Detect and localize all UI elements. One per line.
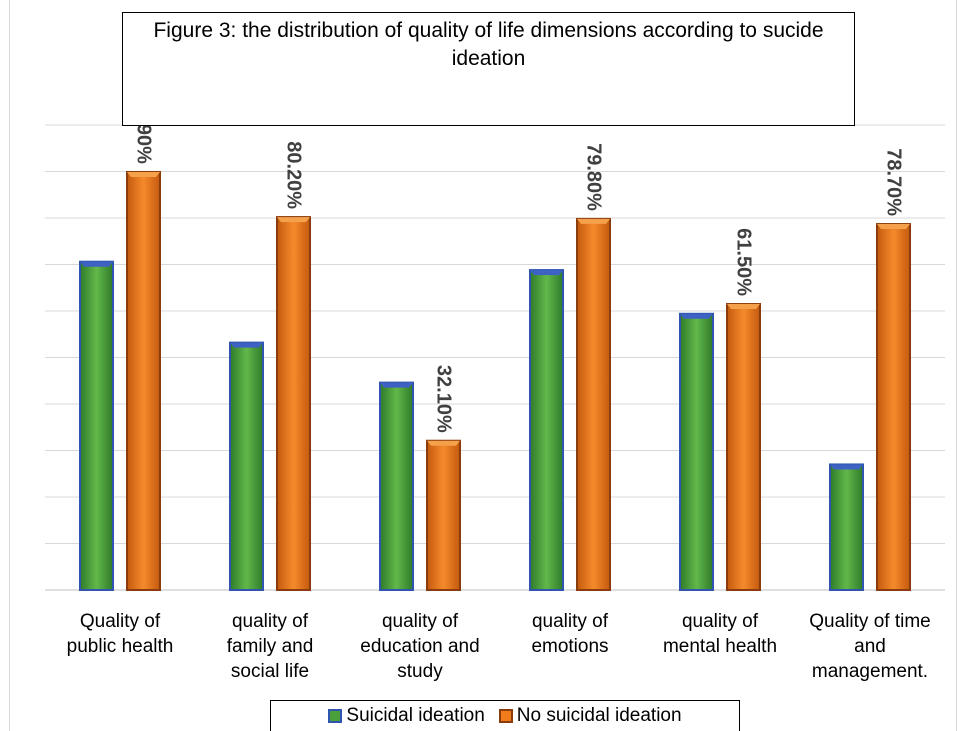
bar-bevel [427,440,460,446]
bar-body [876,223,911,591]
category-label-line: social life [230,661,310,682]
category-label-line: quality of [381,611,459,632]
data-label: 80.20% [283,141,305,209]
category-label-line: management. [811,661,929,682]
bar-body [229,341,264,591]
category-label-line: education and [360,636,480,657]
bar-bevel [230,342,263,348]
bar-bevel [577,218,610,224]
category-label-line: quality of [681,611,759,632]
legend-entry-no-suicidal: No suicidal ideation [498,705,682,727]
legend-entry-suicidal: Suicidal ideation [328,705,485,727]
category-label-line: mental health [662,636,778,657]
bar-no-suicidal-ideation [876,223,911,591]
category-label-line: Quality of time [809,611,931,632]
data-label: 79.80% [583,143,605,211]
category-label-line: family and [226,636,314,657]
bar-bevel [727,304,760,310]
gridlines [45,124,945,591]
bar-body [576,217,611,591]
bar-body [679,312,714,591]
category-label-line: and [854,636,886,657]
bar-bevel [277,217,310,223]
bar-bevel [877,224,910,230]
category-label-line: quality of [231,611,309,632]
bar-no-suicidal-ideation [426,439,461,591]
category-label-line: emotions [531,636,609,657]
bar-bevel [680,313,713,319]
data-label: 61.50% [733,228,755,296]
bar-suicidal-ideation [679,312,714,591]
data-label: 32.10% [433,365,455,433]
bar-no-suicidal-ideation [726,303,761,591]
legend-label-suicidal: Suicidal ideation [346,705,485,726]
bar-no-suicidal-ideation [276,216,311,591]
bar-suicidal-ideation [379,381,414,591]
bar-no-suicidal-ideation [126,170,161,591]
bar-no-suicidal-ideation [576,217,611,591]
bar-body [79,260,114,591]
category-label: quality of education and study [345,609,495,684]
legend: Suicidal ideation No suicidal ideation [270,700,740,731]
category-label: Quality of public health [45,609,195,659]
category-label-line: Quality of [79,611,161,632]
bar-suicidal-ideation [229,341,264,591]
bar-body [126,170,161,591]
bar-bevel [530,270,563,276]
bar-bevel [80,261,113,267]
legend-label-no-suicidal: No suicidal ideation [516,705,682,726]
data-label: 78.70% [883,148,905,216]
bar-suicidal-ideation [829,463,864,592]
category-label: Quality of time and management. [795,609,945,684]
bar-suicidal-ideation [529,269,564,591]
category-label: quality of emotions [495,609,645,659]
bar-bevel [830,464,863,470]
category-label: quality of mental health [645,609,795,659]
bar-bevel [380,382,413,388]
legend-swatch-no-suicidal [498,709,513,723]
category-label-line: quality of [531,611,609,632]
bar-body [276,216,311,591]
legend-swatch-suicidal [328,709,343,723]
category-label-line: public health [66,636,174,657]
bar-suicidal-ideation [79,260,114,591]
category-label-line: study [397,661,443,682]
bar-body [426,439,461,591]
bar-body [726,303,761,591]
bar-body [529,269,564,591]
bar-body [379,381,414,591]
chart-frame [9,0,957,731]
bars [79,170,911,592]
chart-title: Figure 3: the distribution of quality of… [122,12,855,126]
bar-bevel [127,171,160,177]
category-label: quality of family and social life [195,609,345,684]
bar-body [829,463,864,592]
